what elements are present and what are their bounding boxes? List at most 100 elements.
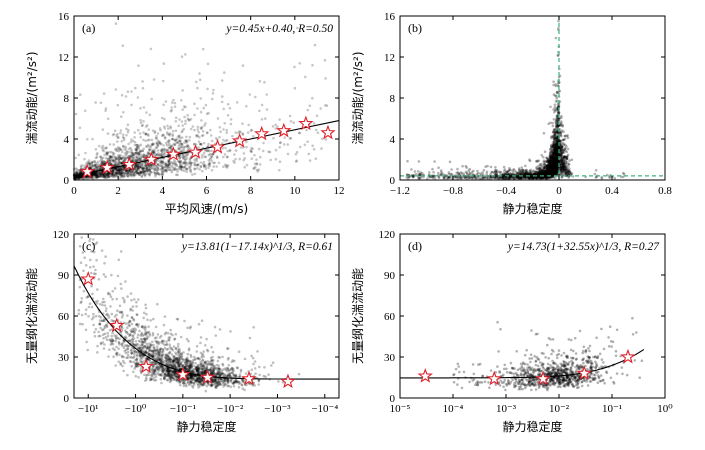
scatter-point: [74, 176, 77, 180]
scatter-point: [311, 63, 314, 67]
scatter-point: [562, 162, 565, 165]
scatter-point: [185, 167, 188, 171]
scatter-point: [245, 105, 248, 108]
scatter-point: [197, 163, 200, 166]
scatter-point: [104, 107, 108, 110]
scatter-point: [107, 355, 110, 358]
scatter-point: [135, 148, 139, 152]
scatter-point: [448, 160, 452, 164]
scatter-point: [130, 103, 133, 107]
scatter-point: [93, 172, 96, 176]
scatter-point: [210, 149, 213, 153]
scatter-point: [551, 124, 555, 128]
scatter-point: [141, 123, 144, 127]
scatter-point: [245, 140, 248, 144]
scatter-point: [135, 172, 139, 175]
scatter-point: [74, 167, 78, 170]
scatter-point: [315, 114, 319, 118]
scatter-point: [145, 167, 148, 170]
scatter-point: [181, 165, 184, 169]
scatter-point: [84, 176, 87, 179]
scatter-point: [547, 162, 551, 165]
scatter-point: [116, 162, 119, 166]
scatter-point: [80, 174, 83, 178]
scatter-point: [91, 174, 95, 177]
scatter-point: [117, 160, 121, 164]
scatter-point: [159, 128, 162, 132]
scatter-point: [248, 93, 252, 96]
scatter-point: [114, 164, 117, 167]
scatter-point: [552, 140, 556, 144]
scatter-point: [163, 127, 167, 130]
scatter-point: [207, 166, 210, 169]
scatter-point: [555, 91, 559, 94]
scatter-point: [467, 174, 470, 177]
scatter-point: [320, 147, 323, 150]
scatter-point: [223, 71, 226, 74]
scatter-point: [249, 129, 253, 132]
scatter-point: [118, 173, 122, 176]
scatter-point: [95, 173, 98, 176]
scatter-point: [196, 128, 199, 131]
scatter-point: [101, 156, 105, 160]
scatter-point: [129, 155, 133, 159]
scatter-point: [433, 160, 436, 163]
scatter-point: [101, 303, 104, 307]
scatter-point: [139, 118, 142, 122]
scatter-point: [313, 43, 317, 47]
scatter-point: [179, 145, 183, 149]
scatter-point: [133, 165, 137, 168]
scatter-point: [226, 155, 229, 159]
scatter-point: [253, 162, 257, 166]
scatter-point: [148, 168, 151, 172]
scatter-point: [162, 62, 166, 65]
scatter-point: [250, 146, 253, 150]
scatter-point: [152, 151, 155, 155]
scatter-point: [182, 166, 186, 169]
scatter-point: [92, 172, 96, 176]
scatter-point: [171, 101, 174, 104]
scatter-point: [177, 135, 181, 138]
scatter-point: [247, 123, 250, 127]
scatter-point: [77, 175, 80, 179]
scatter-point: [239, 146, 243, 149]
scatter-point: [189, 170, 193, 174]
scatter-point: [125, 133, 128, 137]
scatter-point: [150, 167, 154, 170]
scatter-point: [241, 132, 245, 135]
scatter-point: [137, 64, 140, 67]
scatter-point: [137, 153, 140, 156]
scatter-point: [286, 152, 290, 156]
scatter-point: [249, 150, 253, 153]
scatter-point: [150, 171, 153, 174]
scatter-point: [94, 164, 97, 167]
scatter-point: [253, 167, 256, 170]
scatter-point: [278, 168, 281, 172]
scatter-point: [147, 128, 151, 131]
scatter-point: [125, 157, 128, 160]
scatter-point: [201, 169, 204, 173]
scatter-point: [135, 148, 138, 152]
scatter-point: [130, 153, 134, 157]
scatter-point: [234, 157, 237, 161]
scatter-point: [279, 141, 282, 144]
scatter-point: [163, 117, 166, 121]
scatter-point: [139, 149, 143, 152]
scatter-point: [553, 164, 557, 168]
scatter-point: [159, 149, 163, 152]
scatter-point: [226, 114, 230, 117]
scatter-point: [212, 161, 215, 164]
scatter-point: [298, 131, 301, 135]
scatter-point: [74, 170, 78, 174]
scatter-point: [136, 143, 140, 147]
scatter-point: [134, 159, 137, 162]
scatter-point: [182, 161, 186, 164]
scatter-point: [181, 89, 184, 92]
scatter-point: [93, 172, 97, 175]
scatter-point: [137, 168, 141, 171]
scatter-point: [121, 135, 125, 139]
scatter-point: [119, 131, 122, 135]
scatter-point: [117, 159, 120, 162]
scatter-point: [417, 160, 421, 163]
scatter-point: [103, 161, 106, 164]
